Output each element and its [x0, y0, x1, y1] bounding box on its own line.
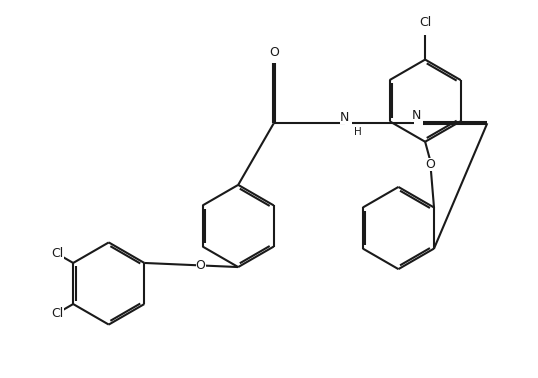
- Text: O: O: [269, 46, 279, 59]
- Text: N: N: [412, 109, 421, 122]
- Text: H: H: [354, 127, 362, 137]
- Text: Cl: Cl: [419, 16, 431, 29]
- Text: Cl: Cl: [51, 307, 63, 320]
- Text: O: O: [196, 259, 206, 272]
- Text: O: O: [426, 158, 435, 171]
- Text: N: N: [340, 111, 350, 124]
- Text: Cl: Cl: [51, 247, 63, 260]
